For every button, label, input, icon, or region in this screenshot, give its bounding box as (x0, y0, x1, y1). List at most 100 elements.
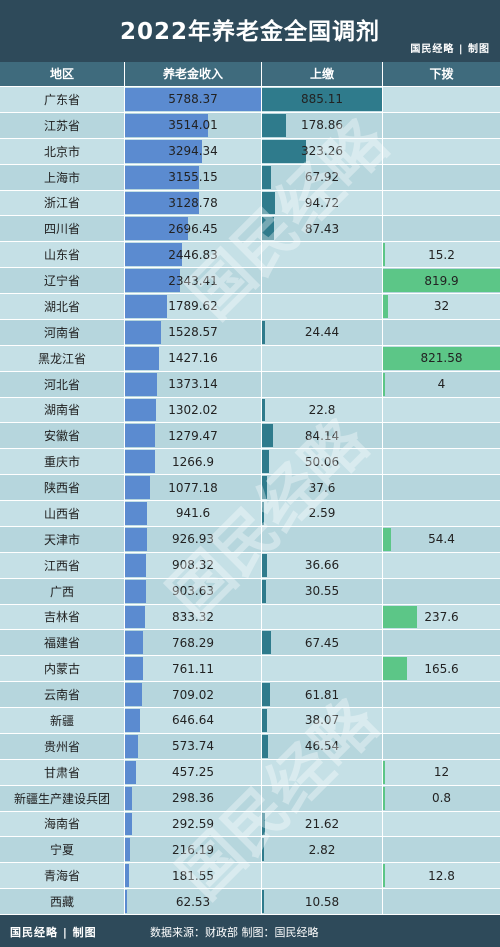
payout-cell: 12.8 (383, 863, 500, 889)
income-value: 62.53 (175, 894, 211, 909)
income-bar (125, 657, 143, 681)
payin-cell: 30.55 (262, 578, 382, 604)
income-cell: 3514.01 (125, 112, 261, 138)
income-cell: 903.63 (125, 578, 261, 604)
region-label: 湖南省 (43, 403, 80, 418)
region-label: 河南省 (43, 325, 80, 340)
payin-value: 178.86 (301, 118, 343, 133)
table-row: 青海省 181.55 12.8 (0, 863, 500, 889)
table-row: 江苏省 3514.01 178.86 (0, 112, 500, 139)
region-label: 宁夏 (49, 843, 74, 858)
income-value: 2446.83 (168, 247, 218, 262)
income-cell: 1789.62 (125, 294, 261, 319)
payout-cell: 12 (383, 759, 500, 785)
region-cell: 陕西省 (0, 475, 124, 500)
table-row: 湖北省 1789.62 32 (0, 294, 500, 320)
region-label: 山东省 (43, 248, 80, 263)
header-income: 养老金收入 (125, 62, 261, 86)
payin-bar (262, 320, 266, 344)
income-value: 1266.9 (172, 454, 214, 469)
income-value: 903.63 (172, 584, 214, 599)
payin-bar (262, 553, 267, 577)
payin-value: 323.26 (301, 144, 343, 159)
income-bar (125, 243, 183, 267)
payin-value: 50.06 (304, 454, 340, 469)
payout-cell (383, 164, 500, 190)
region-label: 新疆生产建设兵团 (13, 791, 110, 806)
income-value: 1302.02 (168, 402, 218, 417)
income-cell: 2696.45 (125, 216, 261, 242)
region-cell: 贵州省 (0, 733, 124, 759)
payout-cell (383, 216, 500, 242)
region-label: 四川省 (43, 222, 80, 237)
payin-cell: 46.54 (262, 733, 382, 759)
payin-value: 67.92 (304, 170, 340, 185)
table-row: 天津市 926.93 54.4 (0, 526, 500, 553)
payin-cell: 61.81 (262, 682, 382, 707)
payout-bar (383, 760, 385, 784)
payin-value: 94.72 (304, 195, 340, 210)
payin-bar (262, 631, 272, 655)
payin-cell (262, 604, 382, 630)
payout-cell (383, 87, 500, 112)
footer: 国民经略 | 制图 数据来源：财政部 制图：国民经略 (0, 915, 500, 947)
payin-cell: 94.72 (262, 190, 382, 216)
region-label: 青海省 (43, 869, 80, 884)
payin-bar (262, 734, 269, 758)
table-row: 吉林省 833.32 237.6 (0, 604, 500, 631)
payout-bar (383, 346, 500, 370)
region-cell: 内蒙古 (0, 656, 124, 682)
income-value: 1077.18 (168, 480, 218, 495)
payin-bar (262, 838, 264, 862)
payout-cell: 821.58 (383, 345, 500, 371)
region-cell: 四川省 (0, 216, 124, 242)
payout-value: 237.6 (424, 609, 459, 624)
income-cell: 2343.41 (125, 268, 261, 293)
table-row: 黑龙江省 1427.16 821.58 (0, 345, 500, 372)
income-cell: 1279.47 (125, 423, 261, 449)
region-label: 山西省 (43, 506, 80, 521)
payin-cell: 2.59 (262, 501, 382, 526)
income-cell: 1266.9 (125, 449, 261, 475)
income-bar (125, 398, 156, 422)
payin-value: 22.8 (308, 402, 336, 417)
payin-cell: 36.66 (262, 552, 382, 578)
income-bar (125, 139, 203, 163)
income-value: 2696.45 (168, 221, 218, 236)
payout-cell (383, 889, 500, 914)
table-row: 西藏 62.53 10.58 (0, 889, 500, 915)
region-cell: 广东省 (0, 87, 124, 112)
payin-value: 24.44 (304, 325, 340, 340)
payin-value: 885.11 (301, 92, 343, 107)
payin-cell: 178.86 (262, 112, 382, 138)
income-bar (125, 527, 147, 551)
income-cell: 3128.78 (125, 190, 261, 216)
payin-cell: 67.92 (262, 164, 382, 190)
payin-bar (262, 890, 264, 913)
payout-bar (383, 243, 386, 267)
payout-cell (383, 837, 500, 863)
region-label: 江苏省 (43, 118, 80, 133)
payout-value: 12 (433, 765, 450, 780)
payin-cell: 24.44 (262, 319, 382, 345)
payout-cell: 4 (383, 371, 500, 397)
payin-cell: 22.8 (262, 397, 382, 423)
income-value: 1279.47 (168, 428, 218, 443)
payin-value: 30.55 (304, 584, 340, 599)
table-header: 地区 养老金收入 上缴 下拨 (0, 62, 500, 86)
region-label: 天津市 (43, 532, 80, 547)
region-cell: 宁夏 (0, 837, 124, 863)
region-label: 西藏 (49, 895, 74, 910)
income-cell: 573.74 (125, 733, 261, 759)
header-region: 地区 (0, 62, 124, 86)
income-bar (125, 734, 139, 758)
income-bar (125, 683, 142, 706)
payin-bar (262, 683, 271, 706)
income-cell: 1528.57 (125, 319, 261, 345)
payin-cell: 38.07 (262, 708, 382, 733)
table-row: 四川省 2696.45 87.43 (0, 216, 500, 242)
payout-value: 32 (433, 299, 450, 314)
income-cell: 292.59 (125, 811, 261, 837)
payin-bar (262, 217, 274, 241)
region-label: 内蒙古 (43, 662, 80, 677)
